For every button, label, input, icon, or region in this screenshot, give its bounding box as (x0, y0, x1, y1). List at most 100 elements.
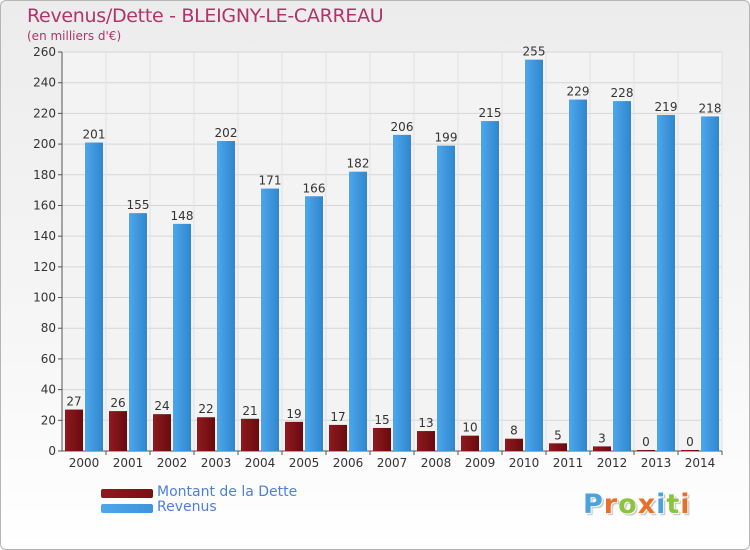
bar-revenue-2013 (657, 114, 675, 452)
bar-revenue-2012 (613, 101, 631, 451)
bar-debt-2009 (461, 435, 479, 451)
data-label-debt-2006: 17 (330, 410, 345, 424)
logo-letter: r (603, 489, 619, 520)
y-tick-label: 60 (41, 352, 56, 366)
data-label-revenue-2006: 182 (347, 157, 370, 171)
data-label-debt-2001: 26 (110, 396, 125, 410)
y-tick-label: 220 (33, 106, 56, 120)
x-tick-label: 2004 (245, 456, 276, 470)
x-tick-label: 2011 (553, 456, 584, 470)
y-tick-label: 240 (33, 76, 56, 90)
logo-letter: i (656, 489, 667, 520)
data-label-revenue-2014: 218 (699, 101, 722, 115)
data-label-revenue-2009: 215 (479, 106, 502, 120)
legend-swatch-revenue (101, 504, 153, 513)
data-label-revenue-2003: 202 (215, 126, 238, 140)
data-label-revenue-2002: 148 (171, 209, 194, 223)
x-tick-label: 2013 (641, 456, 672, 470)
logo-letter: t (666, 489, 681, 520)
chart-subtitle: (en milliers d'€) (27, 29, 122, 43)
bar-debt-2002 (153, 414, 171, 451)
data-label-debt-2008: 13 (418, 416, 433, 430)
data-label-revenue-2008: 199 (435, 131, 458, 145)
data-label-debt-2003: 22 (198, 402, 213, 416)
x-tick-label: 2009 (465, 456, 496, 470)
logo-letter: o (618, 489, 638, 520)
x-tick-label: 2003 (201, 456, 232, 470)
data-label-debt-2002: 24 (154, 399, 169, 413)
data-label-revenue-2000: 201 (83, 128, 106, 142)
bar-revenue-2000 (85, 142, 103, 452)
bar-revenue-2002 (173, 223, 191, 451)
y-tick-label: 100 (33, 291, 56, 305)
y-tick-label: 80 (41, 321, 56, 335)
bar-revenue-2001 (129, 213, 147, 451)
data-label-debt-2005: 19 (286, 407, 301, 421)
bar-debt-2011 (549, 443, 567, 451)
y-tick-label: 120 (33, 260, 56, 274)
x-tick-label: 2002 (157, 456, 188, 470)
legend-swatch-debt (101, 489, 153, 498)
x-tick-label: 2010 (509, 456, 540, 470)
data-label-debt-2014: 0 (686, 435, 694, 449)
x-tick-label: 2014 (685, 456, 716, 470)
data-label-debt-2013: 0 (642, 435, 650, 449)
bar-debt-2003 (197, 417, 215, 451)
x-tick-label: 2001 (113, 456, 144, 470)
data-label-revenue-2007: 206 (391, 120, 414, 134)
data-label-debt-2009: 10 (462, 421, 477, 435)
bar-debt-2005 (285, 421, 303, 451)
plot-area (62, 52, 722, 451)
data-label-revenue-2013: 219 (655, 100, 678, 114)
y-tick-label: 0 (48, 444, 56, 458)
x-tick-label: 2005 (289, 456, 320, 470)
data-label-revenue-2001: 155 (127, 198, 150, 212)
x-tick-label: 2008 (421, 456, 452, 470)
bar-debt-2010 (505, 438, 523, 451)
y-tick-label: 180 (33, 168, 56, 182)
y-tick-label: 40 (41, 383, 56, 397)
bar-revenue-2009 (481, 121, 499, 452)
bar-debt-2012 (593, 446, 611, 451)
proxiti-logo: Proxiti (583, 489, 691, 520)
y-tick-label: 200 (33, 137, 56, 151)
bar-revenue-2008 (437, 145, 455, 451)
bar-revenue-2011 (569, 99, 587, 452)
bar-revenue-2004 (261, 188, 279, 452)
bar-debt-2006 (329, 424, 347, 451)
bar-revenue-2006 (349, 171, 367, 451)
y-tick-label: 20 (41, 413, 56, 427)
data-label-debt-2010: 8 (510, 424, 518, 438)
data-labels: 27 201 26 155 24 148 22 202 21 171 19 166 17 182 15 206… (66, 45, 721, 449)
data-label-revenue-2005: 166 (303, 181, 326, 195)
data-label-debt-2011: 5 (554, 428, 562, 442)
bars (65, 59, 719, 452)
x-tick-label: 2000 (69, 456, 100, 470)
logo-letter: i (680, 489, 691, 520)
data-label-debt-2004: 21 (242, 404, 257, 418)
bar-debt-2013 (637, 450, 655, 451)
bar-revenue-2010 (525, 59, 543, 452)
bar-revenue-2003 (217, 141, 235, 451)
bar-revenue-2005 (305, 196, 323, 451)
bar-debt-2004 (241, 418, 259, 451)
legend-label-revenue: Revenus (157, 499, 217, 515)
axes: 0204060801001201401601802002202402602000… (33, 45, 723, 470)
data-label-revenue-2011: 229 (567, 85, 590, 99)
x-tick-label: 2006 (333, 456, 364, 470)
x-tick-label: 2012 (597, 456, 628, 470)
bar-debt-2014 (681, 450, 699, 451)
bar-debt-2001 (109, 411, 127, 451)
bar-revenue-2007 (393, 134, 411, 451)
chart-title: Revenus/Dette - BLEIGNY-LE-CARREAU (27, 5, 384, 27)
grid-lines (62, 51, 723, 452)
data-label-debt-2000: 27 (66, 395, 81, 409)
data-label-debt-2012: 3 (598, 431, 606, 445)
y-tick-label: 260 (33, 45, 56, 59)
bar-chart: 0204060801001201401601802002202402602000… (33, 45, 723, 470)
logo-letter: x (637, 489, 657, 520)
data-label-revenue-2010: 255 (523, 45, 546, 59)
y-tick-label: 140 (33, 229, 56, 243)
data-label-revenue-2012: 228 (611, 86, 634, 100)
